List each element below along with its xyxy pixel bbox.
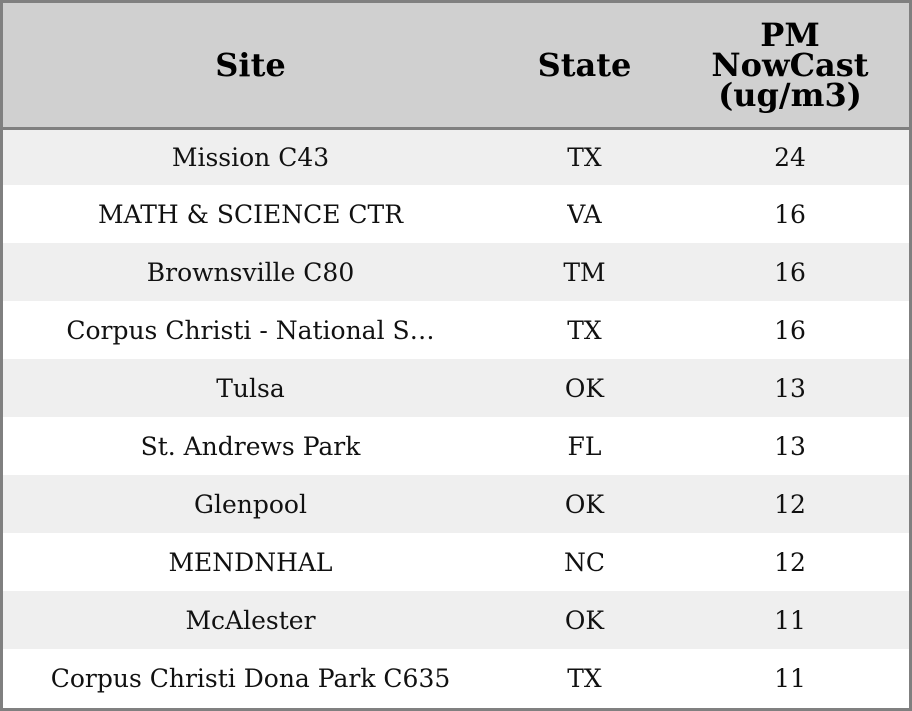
table-body: Mission C43 TX 24 MATH & SCIENCE CTR VA …	[3, 128, 909, 707]
state-cell: OK	[564, 605, 605, 635]
column-header-pm-nowcast: PM NowCast (ug/m3)	[671, 3, 909, 130]
table-header: Site State PM NowCast (ug/m3)	[3, 3, 909, 130]
pm-value-cell: 16	[774, 199, 806, 229]
state-cell: TX	[567, 663, 602, 693]
column-header-state: State	[498, 3, 671, 130]
table-row: MENDNHAL NC 12	[3, 533, 909, 591]
site-cell: St. Andrews Park	[140, 431, 361, 461]
pm-value-cell: 24	[774, 142, 806, 172]
site-cell: Corpus Christi - National S…	[66, 315, 435, 345]
column-header-site: Site	[3, 3, 498, 130]
table-row: St. Andrews Park FL 13	[3, 417, 909, 475]
state-cell: FL	[567, 431, 602, 461]
state-cell: TM	[563, 257, 606, 287]
site-cell: McAlester	[185, 605, 316, 635]
column-header-pm-line-2: NowCast	[711, 45, 869, 84]
pm-value-cell: 16	[774, 315, 806, 345]
pm-value-cell: 11	[774, 663, 806, 693]
site-cell: Tulsa	[216, 373, 285, 403]
site-cell: MATH & SCIENCE CTR	[97, 199, 404, 229]
site-cell: Mission C43	[171, 142, 330, 172]
site-cell: Corpus Christi Dona Park C635	[50, 663, 451, 693]
column-header-pm-line-1: PM	[760, 15, 820, 54]
pm-value-cell: 12	[774, 547, 806, 577]
pm-value-cell: 13	[774, 373, 806, 403]
state-cell: NC	[563, 547, 605, 577]
header-row: Site State PM NowCast (ug/m3)	[3, 3, 909, 130]
pm-value-cell: 16	[774, 257, 806, 287]
state-cell: VA	[567, 199, 602, 229]
pm-value-cell: 13	[774, 431, 806, 461]
pm-nowcast-table: Site State PM NowCast (ug/m3) Mission C4…	[3, 3, 909, 707]
column-header-pm-line-3: (ug/m3)	[718, 75, 862, 114]
state-cell: TX	[567, 142, 602, 172]
table-row: MATH & SCIENCE CTR VA 16	[3, 185, 909, 243]
site-cell: MENDNHAL	[168, 547, 333, 577]
state-cell: OK	[564, 489, 605, 519]
table-row: Tulsa OK 13	[3, 359, 909, 417]
site-cell: Glenpool	[194, 489, 307, 519]
table-row: Brownsville C80 TM 16	[3, 243, 909, 301]
pm-value-cell: 11	[774, 605, 806, 635]
state-cell: TX	[567, 315, 602, 345]
table-row: Corpus Christi - National S… TX 16	[3, 301, 909, 359]
table-row: McAlester OK 11	[3, 591, 909, 649]
table-row: Mission C43 TX 24	[3, 128, 909, 185]
pm-value-cell: 12	[774, 489, 806, 519]
table-row: Glenpool OK 12	[3, 475, 909, 533]
state-cell: OK	[564, 373, 605, 403]
table-row: Corpus Christi Dona Park C635 TX 11	[3, 649, 909, 707]
site-cell: Brownsville C80	[146, 257, 355, 287]
